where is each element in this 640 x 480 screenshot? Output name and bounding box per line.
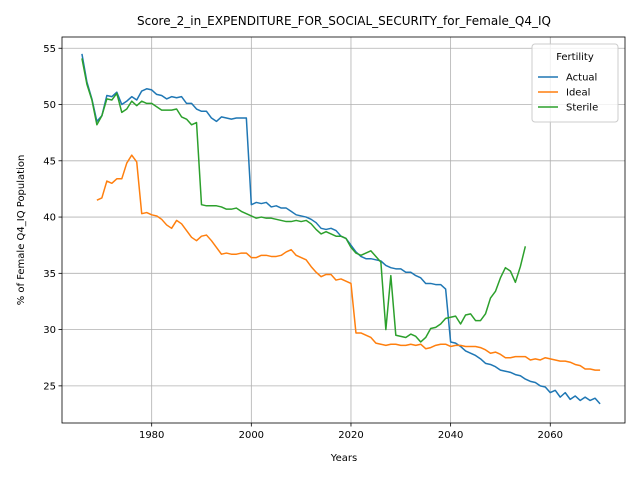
y-axis-label: % of Female Q4_IQ Population bbox=[16, 155, 27, 306]
y-tick-label: 30 bbox=[43, 325, 56, 336]
x-axis-ticks: 1980 2000 2020 2040 2060 bbox=[139, 423, 563, 441]
legend: Fertility Actual Ideal Sterile bbox=[531, 43, 619, 123]
y-tick-label: 45 bbox=[43, 156, 56, 167]
y-tick-label: 35 bbox=[43, 269, 56, 280]
legend-label-sterile: Sterile bbox=[566, 103, 598, 114]
series-line-sterile bbox=[81, 58, 527, 343]
legend-title: Fertility bbox=[556, 52, 594, 63]
x-tick-label: 2060 bbox=[538, 430, 563, 441]
grid bbox=[62, 37, 625, 423]
y-tick-label: 50 bbox=[43, 100, 56, 111]
x-tick-label: 2000 bbox=[239, 430, 264, 441]
x-axis-label: Years bbox=[330, 453, 357, 464]
legend-label-ideal: Ideal bbox=[566, 88, 590, 99]
legend-box bbox=[531, 43, 619, 123]
series-line-ideal bbox=[96, 154, 601, 371]
chart-title: Score_2_in_EXPENDITURE_FOR_SOCIAL_SECURI… bbox=[137, 14, 551, 28]
x-tick-label: 1980 bbox=[139, 430, 164, 441]
y-tick-label: 25 bbox=[43, 381, 56, 392]
x-tick-label: 2040 bbox=[438, 430, 463, 441]
plot-area-frame bbox=[61, 36, 626, 424]
y-axis-ticks: 25 30 35 40 45 50 55 bbox=[43, 44, 62, 392]
series-lines bbox=[81, 53, 601, 405]
y-tick-label: 55 bbox=[43, 44, 56, 55]
x-tick-label: 2020 bbox=[338, 430, 363, 441]
legend-label-actual: Actual bbox=[566, 73, 597, 84]
y-tick-label: 40 bbox=[43, 213, 56, 224]
